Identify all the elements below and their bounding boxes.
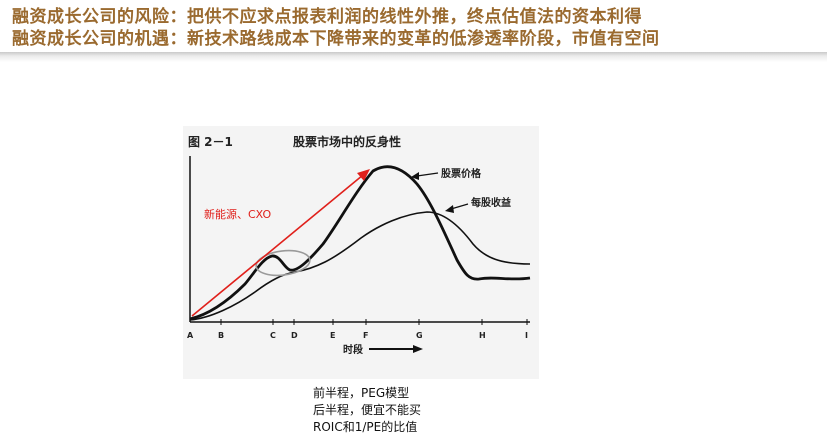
time-arrow-head	[413, 345, 423, 353]
tick-label-b: B	[218, 331, 224, 340]
tick-label-g: G	[416, 331, 423, 340]
figure-title: 股票市场中的反身性	[293, 134, 401, 149]
tick-label-d: D	[291, 331, 298, 340]
tick-label-i: I	[525, 331, 528, 340]
tick-label-f: F	[363, 331, 368, 340]
note-first-half: 前半程，PEG模型	[313, 386, 410, 400]
stock-price-curve	[189, 165, 531, 321]
legend-earnings: 每股收益	[471, 196, 511, 209]
figure-canvas: 图 2－1 股票市场中的反身性 A B C D E F G H I	[183, 126, 539, 379]
header-divider	[0, 52, 827, 62]
note-roic-ratio: ROIC和1/PE的比值	[313, 420, 418, 434]
reflexivity-figure: 图 2－1 股票市场中的反身性 A B C D E F G H I	[183, 126, 539, 379]
trend-arrow-head	[357, 169, 370, 181]
highlight-ellipse	[255, 249, 311, 277]
stock-price-pointer-head	[411, 172, 419, 180]
trend-arrow-line	[191, 174, 364, 317]
tick-label-e: E	[330, 331, 335, 340]
legend-stock-price: 股票价格	[441, 167, 482, 180]
notes-block: 前半程，PEG模型 后半程，便宜不能买 ROIC和1/PE的比值	[313, 385, 421, 436]
earnings-pointer-head	[445, 205, 454, 213]
tick-label-c: C	[270, 331, 276, 340]
tick-label-a: A	[187, 331, 194, 340]
note-second-half: 后半程，便宜不能买	[313, 403, 422, 417]
earnings-per-share-curve	[189, 211, 531, 321]
earnings-pointer	[450, 203, 469, 210]
headline-opportunity: 融资成长公司的机遇：新技术路线成本下降带来的变革的低渗透率阶段，市值有空间	[12, 29, 660, 49]
x-tick-marks	[220, 319, 528, 325]
stock-price-pointer	[416, 172, 439, 177]
tick-label-h: H	[479, 331, 486, 340]
figure-label: 图 2－1	[188, 135, 233, 149]
sector-annotation: 新能源、CXO	[204, 207, 272, 221]
headline-risk: 融资成长公司的风险：把供不应求点报表利润的线性外推，终点估值法的资本利得	[12, 7, 642, 27]
figure-background	[183, 126, 539, 379]
x-axis-label: 时段	[343, 343, 363, 356]
